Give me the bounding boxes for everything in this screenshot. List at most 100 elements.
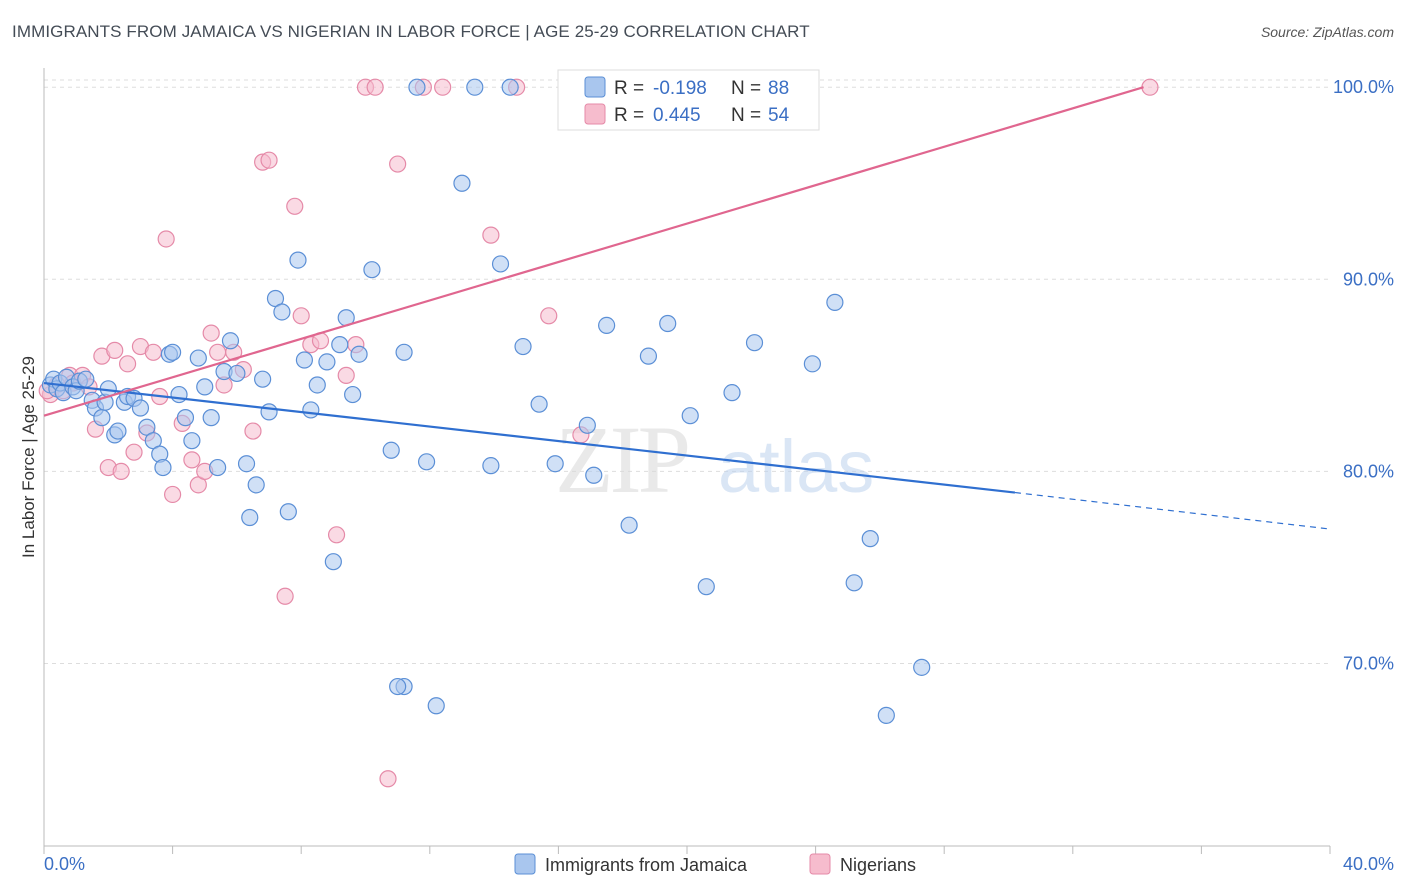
- jamaica-point: [170, 385, 188, 404]
- jamaica-point: [546, 455, 564, 473]
- nigerians-point: [183, 451, 201, 469]
- nigerians-point: [1141, 78, 1159, 96]
- jamaica-point: [681, 407, 699, 425]
- jamaica-point: [131, 399, 150, 417]
- y-tick-label-90: 90.0%: [1343, 269, 1394, 289]
- nigerians-point: [144, 343, 162, 361]
- nigerians-point: [292, 307, 310, 325]
- y-tick-label-80: 80.0%: [1343, 461, 1394, 481]
- jamaica-point: [639, 347, 658, 365]
- jamaica-point: [344, 385, 362, 404]
- jamaica-point: [826, 293, 844, 311]
- jamaica-point: [183, 432, 201, 450]
- jamaica-point: [482, 457, 500, 475]
- jamaica-point: [466, 78, 484, 96]
- jamaica-points: [41, 78, 931, 724]
- series-legend-label-nigerians: Nigerians: [840, 855, 916, 875]
- jamaica-point: [659, 314, 677, 333]
- jamaica-point: [363, 261, 381, 279]
- jamaica-point: [308, 376, 326, 394]
- jamaica-point: [295, 351, 314, 369]
- nigerians-point: [434, 78, 452, 96]
- nigerians-point: [106, 341, 124, 359]
- nigerians-trend-line: [43, 86, 1144, 417]
- legend-r-value-nigerians: 0.445: [653, 105, 701, 126]
- jamaica-point: [845, 574, 863, 592]
- nigerians-point: [260, 151, 278, 169]
- series-legend-label-jamaica: Immigrants from Jamaica: [545, 855, 748, 875]
- jamaica-point: [427, 697, 445, 715]
- y-axis-label: In Labor Force | Age 25-29: [19, 356, 38, 558]
- legend-r-value-jamaica: -0.198: [653, 78, 707, 99]
- nigerians-point: [540, 307, 558, 325]
- stats-legend: R = -0.198 N = 88 R = 0.445 N = 54: [557, 69, 820, 131]
- nigerians-point: [337, 366, 355, 384]
- jamaica-point: [530, 395, 548, 413]
- y-tick-labels: 70.0% 80.0% 90.0% 100.0%: [1333, 77, 1394, 673]
- jamaica-point: [514, 337, 532, 356]
- nigerians-point: [482, 226, 500, 244]
- jamaica-point: [154, 458, 172, 477]
- nigerians-point: [286, 197, 304, 215]
- jamaica-point: [578, 416, 596, 434]
- jamaica-point: [260, 403, 278, 421]
- jamaica-point: [279, 503, 297, 521]
- x-tick-label-min: 0.0%: [44, 854, 85, 874]
- chart-source: Source: ZipAtlas.com: [1260, 24, 1394, 40]
- legend-n-value-nigerians: 54: [768, 105, 790, 126]
- legend-n-value-jamaica: 88: [768, 78, 789, 99]
- jamaica-point: [877, 706, 895, 724]
- jamaica-point: [254, 370, 272, 388]
- nigerians-point: [209, 343, 227, 361]
- jamaica-point: [202, 409, 220, 427]
- jamaica-trend-extension: [1014, 491, 1331, 530]
- nigerians-point: [112, 462, 130, 481]
- jamaica-point: [228, 364, 246, 383]
- nigerians-point: [276, 587, 294, 605]
- jamaica-point: [237, 455, 256, 473]
- jamaica-point: [395, 343, 413, 361]
- jamaica-point: [241, 508, 259, 527]
- jamaica-point: [164, 343, 182, 361]
- jamaica-point: [382, 441, 400, 459]
- nigerians-point: [244, 422, 262, 440]
- jamaica-point: [585, 466, 603, 484]
- jamaica-point: [389, 677, 407, 696]
- jamaica-point: [77, 370, 95, 388]
- jamaica-point: [109, 422, 127, 440]
- jamaica-point: [331, 336, 349, 354]
- chart-title: IMMIGRANTS FROM JAMAICA VS NIGERIAN IN L…: [12, 22, 810, 41]
- jamaica-point: [209, 458, 227, 477]
- nigerians-point: [366, 78, 384, 96]
- y-tick-label-100: 100.0%: [1333, 77, 1394, 97]
- series-legend-swatch-nigerians: [809, 853, 831, 875]
- jamaica-point: [453, 174, 471, 192]
- watermark: ZIP atlas: [555, 406, 874, 513]
- legend-r-label-jamaica: R =: [614, 78, 644, 99]
- jamaica-point: [745, 334, 764, 352]
- jamaica-point: [417, 453, 436, 471]
- nigerians-point: [379, 770, 397, 788]
- jamaica-point: [318, 353, 336, 371]
- jamaica-point: [803, 355, 821, 373]
- series-legend-swatch-jamaica: [514, 853, 536, 875]
- legend-n-label-nigerians: N =: [731, 105, 761, 126]
- nigerians-point: [164, 485, 182, 504]
- jamaica-point: [93, 409, 111, 427]
- nigerians-point: [389, 155, 407, 173]
- jamaica-point: [598, 316, 616, 335]
- jamaica-point: [861, 530, 879, 548]
- jamaica-point: [324, 553, 342, 571]
- jamaica-point: [273, 303, 291, 321]
- legend-swatch-jamaica: [584, 76, 606, 98]
- jamaica-point: [176, 409, 195, 427]
- nigerians-point: [125, 443, 143, 461]
- watermark-atlas: atlas: [718, 425, 874, 508]
- nigerians-point: [327, 526, 346, 544]
- jamaica-trend-line: [43, 381, 1016, 494]
- jamaica-point: [620, 516, 638, 534]
- nigerians-point: [157, 230, 175, 248]
- watermark-zip: ZIP: [555, 406, 688, 513]
- legend-swatch-nigerians: [584, 103, 606, 125]
- jamaica-point: [189, 349, 207, 367]
